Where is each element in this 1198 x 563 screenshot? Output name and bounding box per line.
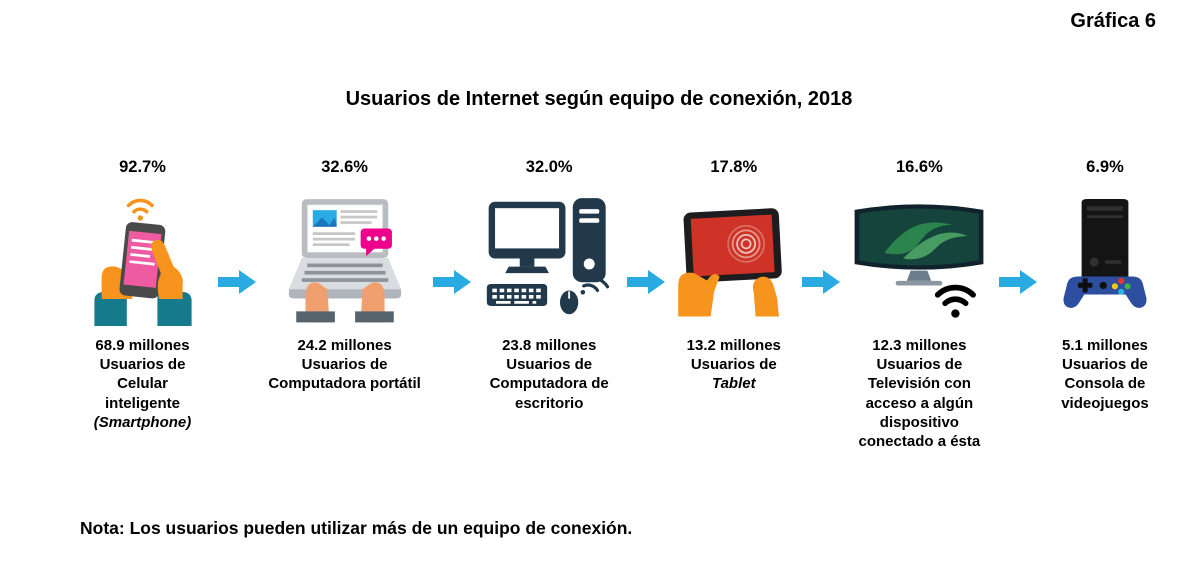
devices-row: 92.7% <box>70 158 1170 451</box>
graph-number-label: Gráfica 6 <box>1070 10 1156 32</box>
device-label: 5.1 millones Usuarios de Consola de vide… <box>1061 337 1149 412</box>
device-label: 23.8 millones Usuarios de Computadora de… <box>489 337 609 412</box>
arrow-right-icon <box>998 270 1037 299</box>
desktop-computer-icon <box>485 184 613 332</box>
device-percent: 6.9% <box>1086 158 1124 176</box>
device-label-italic: (Smartphone) <box>93 413 192 431</box>
device-label-italic: Tablet <box>711 375 756 393</box>
device-label: 24.2 millones Usuarios de Computadora po… <box>268 337 421 393</box>
smart-tv-icon <box>849 184 989 332</box>
device-percent: 32.0% <box>525 158 573 176</box>
device-percent: 16.6% <box>895 158 943 176</box>
device-item-tablet: 17.8% 13.2 millones Usuarios de Tabl <box>669 158 799 394</box>
device-percent: 32.6% <box>321 158 368 176</box>
device-item-tv: 16.6% 12.3 millones Usuarios de Televisi… <box>843 158 995 451</box>
device-item-smartphone: 92.7% <box>70 158 215 432</box>
device-percent: 17.8% <box>710 158 758 176</box>
arrow-right-icon <box>627 270 666 299</box>
device-label: 13.2 millones Usuarios de <box>686 337 781 374</box>
smartphone-in-hands-icon <box>89 184 197 332</box>
arrow-right-icon <box>218 270 257 299</box>
device-item-desktop: 32.0% <box>474 158 624 413</box>
arrow-right-icon <box>432 270 471 299</box>
device-percent: 92.7% <box>119 158 166 176</box>
device-label: 12.3 millones Usuarios de Televisión con… <box>858 337 981 450</box>
game-console-icon <box>1051 184 1159 332</box>
device-item-laptop: 32.6% <box>260 158 430 394</box>
tablet-in-hands-icon <box>671 184 797 332</box>
device-item-console: 6.9% 5.1 millones Usuarios de Con <box>1040 158 1170 413</box>
footnote: Nota: Los usuarios pueden utilizar más d… <box>80 518 633 538</box>
arrow-right-icon <box>802 270 841 299</box>
laptop-typing-icon <box>276 184 414 332</box>
device-label: 68.9 millones Usuarios de Celular inteli… <box>95 337 190 412</box>
chart-title: Usuarios de Internet según equipo de con… <box>345 88 853 110</box>
